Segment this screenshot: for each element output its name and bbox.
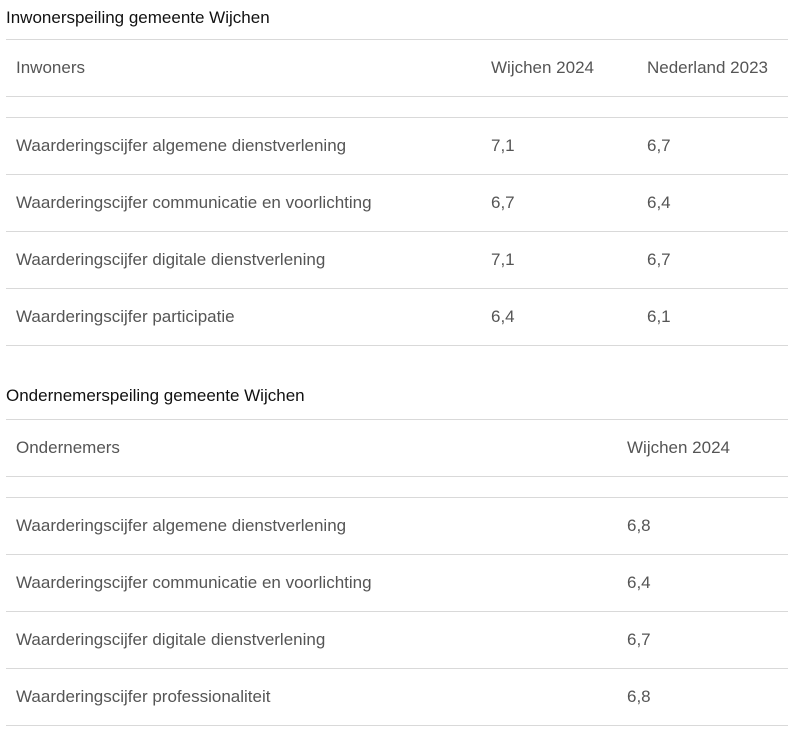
column-header-wijchen-2024: Wijchen 2024 — [481, 39, 637, 97]
table-row: Waarderingscijfer professionaliteit 6,8 — [6, 668, 788, 726]
row-value-wijchen: 6,4 — [617, 554, 788, 612]
inwoners-table: Inwoners Wijchen 2024 Nederland 2023 Waa… — [6, 39, 788, 346]
row-value-wijchen: 6,7 — [481, 174, 637, 232]
row-label: Waarderingscijfer digitale dienstverleni… — [6, 231, 481, 289]
table-header-row: Inwoners Wijchen 2024 Nederland 2023 — [6, 39, 788, 97]
table-spacer-row — [6, 96, 788, 118]
row-label: Waarderingscijfer participatie — [6, 288, 481, 346]
column-header-wijchen-2024: Wijchen 2024 — [617, 419, 788, 477]
ondernemers-table: Ondernemers Wijchen 2024 Waarderingscijf… — [6, 419, 788, 726]
row-value-wijchen: 6,7 — [617, 611, 788, 669]
table-row: Waarderingscijfer communicatie en voorli… — [6, 174, 788, 232]
table-row: Waarderingscijfer digitale dienstverleni… — [6, 611, 788, 669]
column-header-nederland-2023: Nederland 2023 — [637, 39, 788, 97]
table-spacer-cell — [6, 476, 788, 498]
inwoners-table-caption: Inwonerspeiling gemeente Wijchen — [6, 8, 270, 27]
column-header-ondernemers: Ondernemers — [6, 419, 617, 477]
row-value-nederland: 6,7 — [637, 117, 788, 175]
ondernemers-table-caption: Ondernemerspeiling gemeente Wijchen — [6, 386, 305, 405]
row-value-wijchen: 7,1 — [481, 231, 637, 289]
table-header-row: Ondernemers Wijchen 2024 — [6, 419, 788, 477]
table-spacer-row — [6, 476, 788, 498]
table-row: Waarderingscijfer algemene dienstverleni… — [6, 117, 788, 175]
table-spacer-cell — [6, 96, 788, 118]
row-value-wijchen: 6,8 — [617, 668, 788, 726]
row-value-nederland: 6,1 — [637, 288, 788, 346]
row-label: Waarderingscijfer algemene dienstverleni… — [6, 117, 481, 175]
table-row: Waarderingscijfer communicatie en voorli… — [6, 554, 788, 612]
row-label: Waarderingscijfer communicatie en voorli… — [6, 174, 481, 232]
table-row: Waarderingscijfer digitale dienstverleni… — [6, 231, 788, 289]
row-value-wijchen: 7,1 — [481, 117, 637, 175]
column-header-inwoners: Inwoners — [6, 39, 481, 97]
row-label: Waarderingscijfer communicatie en voorli… — [6, 554, 617, 612]
row-label: Waarderingscijfer digitale dienstverleni… — [6, 611, 617, 669]
row-value-nederland: 6,7 — [637, 231, 788, 289]
row-label: Waarderingscijfer professionaliteit — [6, 668, 617, 726]
row-value-wijchen: 6,4 — [481, 288, 637, 346]
row-value-nederland: 6,4 — [637, 174, 788, 232]
table-row: Waarderingscijfer participatie 6,4 6,1 — [6, 288, 788, 346]
table-row: Waarderingscijfer algemene dienstverleni… — [6, 497, 788, 555]
row-label: Waarderingscijfer algemene dienstverleni… — [6, 497, 617, 555]
row-value-wijchen: 6,8 — [617, 497, 788, 555]
